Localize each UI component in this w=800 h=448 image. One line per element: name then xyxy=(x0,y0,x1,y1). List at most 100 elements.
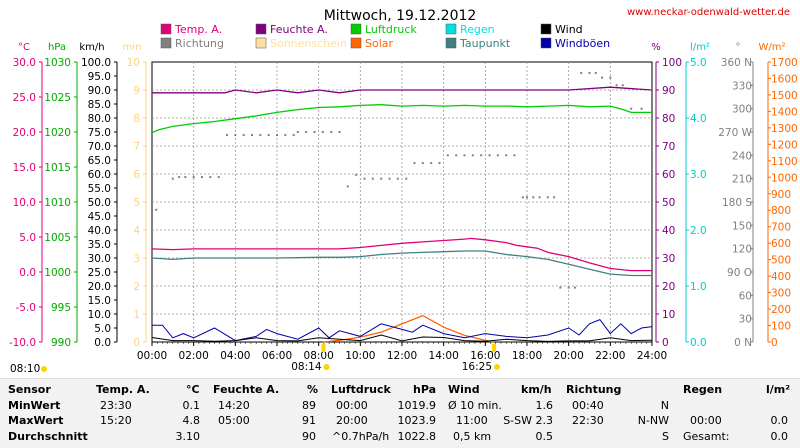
row-min-temp-time: 23:30 xyxy=(100,399,132,413)
degree-axis-label: 60 xyxy=(739,290,752,302)
kmh-axis-label: 30.0 xyxy=(88,253,111,265)
direction-point xyxy=(347,185,349,187)
degree-axis-label: 330 xyxy=(732,80,752,92)
min-axis-label: 1 xyxy=(133,309,140,321)
direction-point xyxy=(380,178,382,180)
row-min-wind: 1.6 xyxy=(510,399,553,413)
direction-point xyxy=(547,196,549,198)
hpa-axis-label: 990 xyxy=(51,337,71,349)
kmh-axis-label: 40.0 xyxy=(88,225,111,237)
solar-axis-label: 1400 xyxy=(771,106,798,118)
direction-point xyxy=(641,108,643,110)
x-tick-label: 24:00 xyxy=(637,350,667,362)
percent-axis-label: 80 xyxy=(662,113,675,125)
direction-point xyxy=(297,131,299,133)
row-avg-label: Durchschnitt xyxy=(8,430,88,444)
percent-axis-label: 10 xyxy=(662,309,675,321)
row-max-rain-time: 00:00 xyxy=(690,414,722,428)
rain-axis-label: 5.0 xyxy=(690,57,707,69)
row-min-dir-time: 00:40 xyxy=(572,399,604,413)
rain-axis-label: 1.0 xyxy=(690,281,707,293)
kmh-axis-label: 75.0 xyxy=(88,127,111,139)
kmh-axis-label: 0.0 xyxy=(94,337,111,349)
direction-point xyxy=(616,84,618,86)
unit-label-percent: % xyxy=(651,42,661,53)
row-min-hum: 89 xyxy=(280,399,316,413)
direction-point xyxy=(268,134,270,136)
row-max-label: MaxWert xyxy=(8,414,63,428)
legend-label: Solar xyxy=(365,37,394,50)
solar-axis-label: 800 xyxy=(771,205,791,217)
percent-axis-label: 30 xyxy=(662,253,675,265)
hdr-hum: Feuchte A. xyxy=(213,383,279,397)
solar-axis-label: 600 xyxy=(771,238,791,250)
direction-point xyxy=(522,196,524,198)
legend-label: Temp. A. xyxy=(174,23,222,36)
direction-point xyxy=(622,84,624,86)
solar-axis-label: 700 xyxy=(771,222,791,234)
celsius-axis-label: 10.0 xyxy=(13,197,36,209)
sunrise-marker xyxy=(322,344,326,352)
direction-point xyxy=(568,287,570,289)
legend-label: Wind xyxy=(555,23,583,36)
direction-point xyxy=(514,154,516,156)
legend-label: Luftdruck xyxy=(365,23,417,36)
x-tick-label: 10:00 xyxy=(345,350,375,362)
row-avg-rain: 0.0 xyxy=(750,430,788,444)
x-tick-label: 20:00 xyxy=(554,350,584,362)
rain-axis-label: 2.0 xyxy=(690,225,707,237)
degree-axis-label: 180 S xyxy=(722,197,752,209)
direction-point xyxy=(472,154,474,156)
direction-point xyxy=(455,154,457,156)
celsius-axis-label: 0.0 xyxy=(19,267,36,279)
row-max-hum: 91 xyxy=(280,414,316,428)
kmh-axis-label: 5.0 xyxy=(94,323,111,335)
row-avg-pres: 1022.8 xyxy=(392,430,436,444)
direction-point xyxy=(574,287,576,289)
solar-axis-label: 1500 xyxy=(771,90,798,102)
solar-axis-label: 1300 xyxy=(771,123,798,135)
direction-point xyxy=(480,154,482,156)
hdr-pres-unit: hPa xyxy=(413,383,436,397)
row-max-dir-time: 22:30 xyxy=(572,414,604,428)
unit-label-kmh: km/h xyxy=(79,42,104,53)
direction-point xyxy=(397,178,399,180)
solar-axis-label: 1700 xyxy=(771,57,798,69)
solar-axis-label: 200 xyxy=(771,304,791,316)
legend-label: Regen xyxy=(460,23,495,36)
chart-title: Mittwoch, 19.12.2012 xyxy=(324,8,477,24)
stats-footer: Sensor Temp. A. °C Feuchte A. % Luftdruc… xyxy=(0,378,800,448)
hpa-axis-label: 1010 xyxy=(44,197,71,209)
row-max-hum-time: 05:00 xyxy=(218,414,250,428)
direction-point xyxy=(364,178,366,180)
direction-point xyxy=(595,72,597,74)
row-max-wind: S-SW 2.3 xyxy=(490,414,553,428)
hpa-axis-label: 1030 xyxy=(44,57,71,69)
min-axis-label: 6 xyxy=(133,169,140,181)
direction-point xyxy=(439,162,441,164)
percent-axis-label: 40 xyxy=(662,225,675,237)
direction-point xyxy=(553,196,555,198)
unit-label-rain: l/m² xyxy=(690,42,710,53)
rain-axis-label: 4.0 xyxy=(690,113,707,125)
direction-point xyxy=(532,196,534,198)
unit-label-celsius: °C xyxy=(18,42,30,53)
site-link[interactable]: www.neckar-odenwald-wetter.de xyxy=(627,7,790,18)
legend-label: Richtung xyxy=(175,37,224,50)
kmh-axis-label: 20.0 xyxy=(88,281,111,293)
direction-point xyxy=(209,176,211,178)
min-axis-label: 3 xyxy=(133,253,140,265)
direction-point xyxy=(539,196,541,198)
left-axes: 30.025.020.015.010.05.00.0-5.0-10.010301… xyxy=(9,57,146,349)
direction-point xyxy=(526,196,528,198)
time-marker-label: 08:10 xyxy=(10,363,40,375)
direction-point xyxy=(389,178,391,180)
percent-axis-label: 20 xyxy=(662,281,675,293)
row-avg-temp: 3.10 xyxy=(160,430,200,444)
row-min-pres-time: 00:00 xyxy=(336,399,368,413)
celsius-axis-label: 20.0 xyxy=(13,127,36,139)
min-axis-label: 7 xyxy=(133,141,140,153)
row-max-temp: 4.8 xyxy=(160,414,200,428)
solar-axis-label: 1600 xyxy=(771,73,798,85)
